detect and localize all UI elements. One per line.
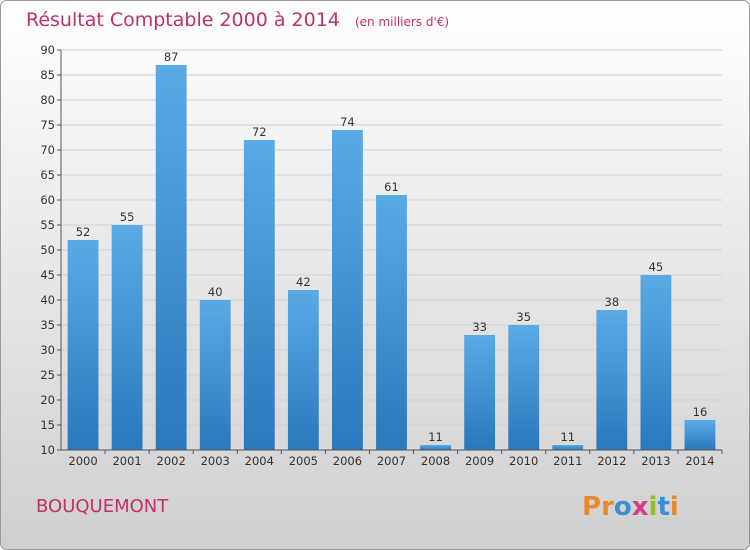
x-tick-label: 2007 <box>377 454 406 468</box>
value-label-2011: 11 <box>560 430 575 444</box>
value-label-2006: 74 <box>340 115 355 129</box>
value-label-2007: 61 <box>384 180 399 194</box>
x-tick-label: 2001 <box>112 454 141 468</box>
y-tick-label: 30 <box>40 343 55 357</box>
logo-letter: o <box>614 492 632 522</box>
bar-2000 <box>67 240 99 450</box>
y-tick-label: 25 <box>40 368 55 382</box>
chart-title-main: Résultat Comptable 2000 à 2014 <box>26 9 340 31</box>
bar-2013 <box>640 275 672 450</box>
proxiti-logo: Proxiti <box>582 492 679 522</box>
bar-2014 <box>684 420 716 450</box>
bar-2005 <box>287 290 319 450</box>
x-axis: 2000 2001 2002 2003 2004 2005 2006 2007 2008 2009… <box>61 449 723 468</box>
x-tick-label: 2012 <box>597 454 626 468</box>
logo-letter: r <box>601 492 614 522</box>
y-tick-label: 15 <box>40 418 55 432</box>
y-tick-label: 45 <box>40 268 55 282</box>
y-tick-label: 50 <box>40 243 55 257</box>
logo-letter: x <box>632 492 649 522</box>
bar-2003 <box>199 300 231 450</box>
y-tick-label: 20 <box>40 393 55 407</box>
x-tick-label: 2005 <box>289 454 318 468</box>
value-label-2013: 45 <box>649 260 664 274</box>
bar-2006 <box>332 130 363 450</box>
bar-2002 <box>155 65 187 450</box>
x-tick-label: 2009 <box>465 454 494 468</box>
y-axis: 10 15 20 25 30 35 40 45 50 55 60 65 70 75 80 85 90 <box>40 43 62 457</box>
value-label-2009: 33 <box>472 320 487 334</box>
x-tick-label: 2010 <box>509 454 538 468</box>
x-tick-label: 2013 <box>641 454 670 468</box>
bar-2007 <box>376 195 407 450</box>
x-tick-label: 2006 <box>333 454 362 468</box>
logo-letter: i <box>649 492 658 522</box>
x-tick-label: 2003 <box>201 454 230 468</box>
value-label-2004: 72 <box>252 125 267 139</box>
y-tick-label: 55 <box>40 218 55 232</box>
x-tick-label: 2000 <box>68 454 97 468</box>
y-tick-label: 75 <box>40 118 55 132</box>
x-tick-label: 2011 <box>553 454 582 468</box>
x-tick-label: 2004 <box>245 454 274 468</box>
value-label-2014: 16 <box>693 405 708 419</box>
y-tick-label: 60 <box>40 193 55 207</box>
value-label-2002: 87 <box>164 50 179 64</box>
logo-letter: i <box>670 492 679 522</box>
y-tick-label: 85 <box>40 68 55 82</box>
y-tick-label: 90 <box>40 43 55 57</box>
commune-name: BOUQUEMONT <box>36 496 169 517</box>
chart-title-unit: (en milliers d'€) <box>355 15 449 29</box>
bar-2009 <box>464 335 496 450</box>
bar-2004 <box>243 140 275 450</box>
y-tick-label: 65 <box>40 168 55 182</box>
bar-2010 <box>508 325 540 450</box>
value-label-2008: 11 <box>428 430 443 444</box>
y-tick-label: 35 <box>40 318 55 332</box>
y-tick-label: 10 <box>40 443 55 457</box>
bar-2008 <box>420 445 451 450</box>
logo-letter: t <box>657 492 669 522</box>
x-tick-label: 2002 <box>157 454 186 468</box>
value-label-2000: 52 <box>76 225 91 239</box>
value-label-2005: 42 <box>296 275 311 289</box>
bars: 52 55 87 40 72 42 74 61 11 33 35 11 38 45 16 <box>67 50 716 450</box>
value-label-2010: 35 <box>516 310 531 324</box>
x-tick-label: 2008 <box>421 454 450 468</box>
bar-2011 <box>552 445 584 450</box>
y-tick-label: 80 <box>40 93 55 107</box>
y-tick-label: 40 <box>40 293 55 307</box>
y-tick-label: 70 <box>40 143 55 157</box>
logo-letter: P <box>582 492 601 522</box>
value-label-2001: 55 <box>120 210 135 224</box>
value-label-2003: 40 <box>208 285 223 299</box>
value-label-2012: 38 <box>605 295 620 309</box>
chart-title: Résultat Comptable 2000 à 2014 (en milli… <box>26 9 449 31</box>
bar-2012 <box>596 310 628 450</box>
x-tick-label: 2014 <box>685 454 714 468</box>
bar-2001 <box>111 225 143 450</box>
